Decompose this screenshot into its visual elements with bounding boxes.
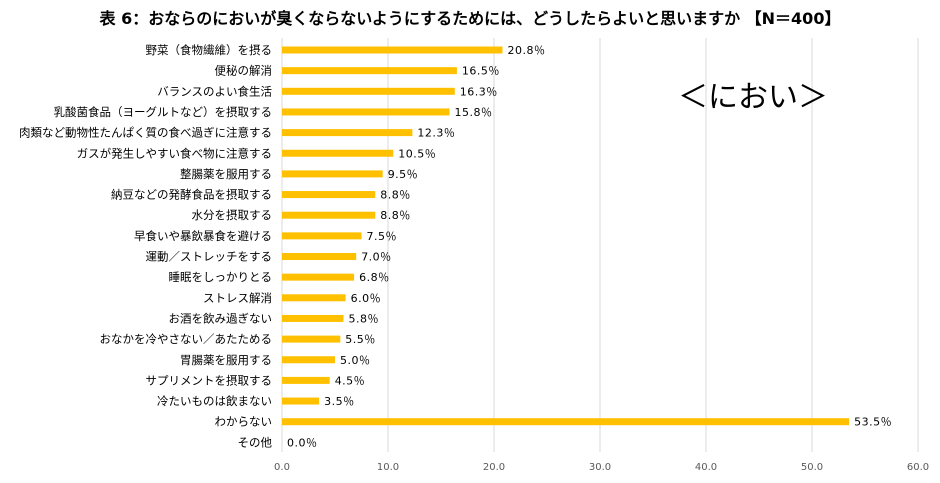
data-label: 6.0％	[351, 292, 382, 305]
category-label: 納豆などの発酵食品を摂取する	[111, 188, 272, 202]
data-label: 8.8％	[380, 209, 411, 222]
x-tick-label: 20.0	[483, 462, 505, 473]
category-label: ガスが発生しやすい食べ物に注意する	[77, 146, 272, 160]
data-label: 9.5％	[388, 168, 419, 181]
data-label: 7.0％	[361, 251, 392, 264]
x-tick-label: 0.0	[274, 462, 290, 473]
category-label: 水分を摂取する	[192, 208, 273, 222]
data-label: 0.0％	[287, 436, 318, 449]
bar	[282, 397, 320, 405]
data-label: 4.5％	[335, 374, 366, 387]
value-labels: 20.8％ 16.5％ 16.3％ 15.8％ 12.3％ 10.5％ 9.5％ 8.8％ 8.…	[287, 44, 892, 449]
x-tick-label: 60.0	[907, 462, 929, 473]
bar	[282, 376, 330, 384]
category-label: おなかを冷やさない／あたためる	[100, 332, 273, 346]
data-label: 5.5％	[345, 333, 376, 346]
category-label: 肉類など動物性たんぱく質の食べ過ぎに注意する	[19, 126, 272, 140]
gridlines	[281, 38, 919, 452]
data-label: 20.8％	[507, 44, 545, 57]
bar	[282, 170, 383, 178]
bar	[282, 418, 850, 426]
x-tick-label: 50.0	[801, 462, 823, 473]
category-label: 睡眠をしっかりとる	[169, 270, 273, 284]
category-label: 胃腸薬を服用する	[180, 353, 272, 367]
bars	[282, 46, 850, 426]
category-label: 整腸薬を服用する	[180, 167, 272, 181]
bar	[282, 232, 362, 240]
bar	[282, 191, 376, 199]
category-label: その他	[238, 435, 273, 449]
chart-title: 表 6：おならのにおいが臭くならないようにするためには、どうしたらよいと思います…	[99, 9, 841, 28]
bar	[282, 46, 503, 54]
data-label: 3.5％	[324, 395, 355, 408]
x-tick-label: 30.0	[589, 462, 611, 473]
bar	[282, 149, 394, 157]
bar	[282, 294, 346, 302]
bar	[282, 67, 457, 75]
x-tick-label: 40.0	[695, 462, 717, 473]
bar	[282, 273, 355, 281]
data-label: 16.5％	[462, 65, 500, 78]
data-label: 7.5％	[367, 230, 398, 243]
category-labels: 野菜（食物繊維）を摂る便秘の解消バランスのよい食生活乳酸菌食品（ヨーグルトなど）…	[19, 43, 272, 449]
category-label: サプリメントを摂取する	[146, 373, 273, 387]
bar	[282, 108, 450, 116]
data-label: 5.0％	[340, 354, 371, 367]
data-label: 6.8％	[359, 271, 390, 284]
category-label: バランスのよい食生活	[157, 84, 272, 98]
x-axis-tick-labels: 0.0 10.0 20.0 30.0 40.0 50.0 60.0	[274, 462, 929, 473]
category-label: 野菜（食物繊維）を摂る	[146, 43, 273, 57]
bar	[282, 335, 341, 343]
category-label: ストレス解消	[203, 291, 272, 305]
bar	[282, 253, 357, 260]
category-label: わからない	[215, 415, 273, 429]
category-label: 冷たいものは飲まない	[157, 394, 272, 408]
category-label: 乳酸菌食品（ヨーグルトなど）を摂取する	[54, 105, 273, 119]
data-label: 8.8％	[380, 189, 411, 202]
bar	[282, 356, 335, 364]
category-label: 早食いや暴飲暴食を避ける	[134, 229, 272, 243]
bar	[282, 314, 344, 322]
category-label: 運動／ストレッチをする	[146, 250, 273, 264]
data-label: 16.3％	[460, 85, 498, 98]
category-label: 便秘の解消	[215, 64, 273, 78]
data-label: 5.8％	[348, 312, 379, 325]
bar	[282, 129, 413, 137]
data-label: 53.5％	[854, 416, 892, 429]
data-label: 10.5％	[398, 147, 436, 160]
data-label: 15.8％	[454, 106, 492, 119]
bar	[282, 87, 455, 95]
category-label: お酒を飲み過ぎない	[169, 311, 273, 325]
bar	[282, 211, 376, 219]
chart-annotation: ＜におい＞	[678, 80, 828, 115]
data-label: 12.3％	[417, 127, 455, 140]
x-tick-label: 10.0	[377, 462, 399, 473]
